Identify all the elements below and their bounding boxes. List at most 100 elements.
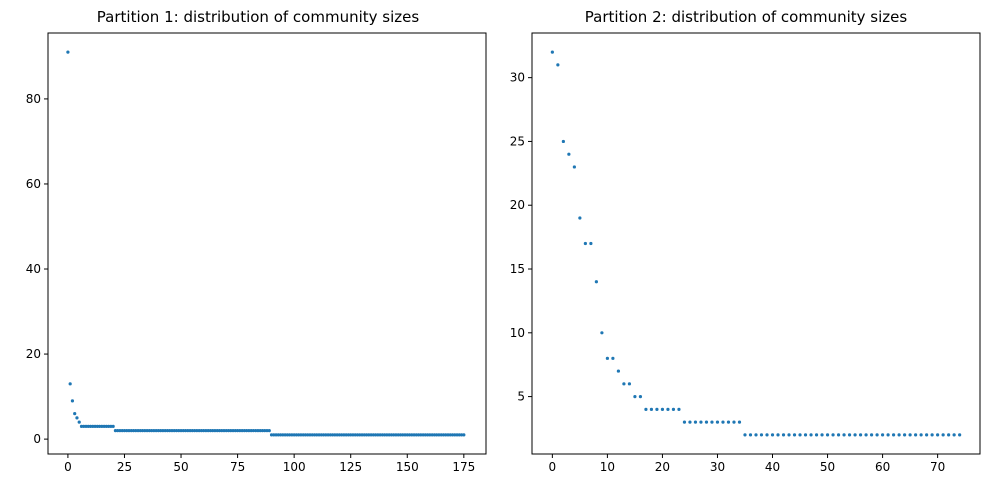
data-point	[936, 433, 940, 437]
data-point	[432, 433, 437, 437]
data-point	[919, 433, 923, 437]
data-point	[177, 429, 181, 433]
data-point	[213, 429, 217, 433]
chart-title: Partition 2: distribution of community s…	[585, 8, 908, 26]
data-point	[349, 433, 353, 437]
data-point	[726, 420, 731, 424]
data-point	[256, 429, 260, 433]
data-point	[655, 407, 659, 411]
data-point	[441, 433, 446, 437]
data-point	[721, 420, 725, 424]
data-point	[70, 399, 75, 403]
data-point	[281, 433, 285, 437]
plot-frame	[47, 32, 487, 455]
data-point	[589, 241, 593, 246]
data-point	[136, 429, 140, 433]
data-point	[290, 433, 294, 437]
y-axis: 5 10 15 20 25 30	[510, 71, 532, 404]
data-point	[346, 433, 351, 437]
data-point	[285, 433, 289, 437]
data-point	[952, 433, 956, 437]
data-point	[412, 433, 416, 437]
chart-partition-2: Partition 2: distribution of community s…	[510, 8, 981, 474]
data-point	[211, 429, 215, 433]
data-point	[737, 420, 742, 424]
data-point	[380, 433, 384, 437]
x-tick-label: 20	[655, 460, 670, 474]
data-point	[107, 424, 111, 428]
data-point	[170, 429, 174, 433]
y-tick-label: 20	[510, 198, 525, 212]
x-tick-label: 0	[549, 460, 557, 474]
data-point	[312, 433, 317, 437]
data-point	[197, 429, 201, 433]
data-point	[109, 424, 113, 428]
data-point	[704, 420, 709, 424]
data-point	[435, 433, 439, 437]
data-point	[249, 429, 253, 433]
data-point	[776, 433, 780, 437]
y-tick-label: 25	[510, 134, 525, 148]
data-point	[321, 433, 326, 437]
data-point	[847, 433, 852, 437]
data-point	[134, 429, 138, 433]
data-point	[765, 433, 769, 437]
x-tick-label: 125	[339, 460, 362, 474]
y-tick-label: 0	[33, 432, 41, 446]
data-point	[627, 382, 632, 386]
data-point	[853, 433, 857, 437]
data-point	[803, 433, 808, 437]
data-point	[150, 429, 154, 433]
data-point	[605, 356, 610, 360]
data-point	[914, 433, 918, 437]
data-point	[677, 407, 681, 411]
data-point	[831, 433, 835, 437]
y-tick-label: 5	[517, 390, 525, 404]
data-point	[274, 433, 278, 437]
data-point	[145, 429, 149, 433]
data-point	[206, 429, 210, 433]
data-point	[84, 424, 88, 428]
data-point	[276, 433, 280, 437]
data-point	[353, 433, 357, 437]
data-point	[693, 420, 698, 424]
data-point	[770, 433, 775, 437]
y-tick-label: 80	[26, 92, 41, 106]
data-point	[254, 429, 258, 433]
data-point	[93, 424, 97, 428]
data-point	[82, 424, 86, 428]
data-point	[100, 424, 104, 428]
data-point	[358, 433, 362, 437]
data-point	[820, 433, 824, 437]
data-point	[337, 433, 341, 437]
data-point	[131, 429, 136, 433]
data-point	[385, 433, 389, 437]
data-point	[787, 433, 791, 437]
data-points	[550, 50, 962, 437]
data-point	[633, 394, 637, 399]
data-point	[95, 424, 99, 428]
data-point	[111, 424, 115, 428]
data-point	[245, 429, 249, 433]
y-axis: 0 20 40 60 80	[26, 92, 48, 446]
data-point	[129, 429, 133, 433]
data-point	[891, 433, 896, 437]
data-point	[578, 216, 582, 220]
data-point	[426, 433, 430, 437]
data-point	[941, 433, 945, 437]
data-point	[462, 433, 466, 437]
data-point	[299, 433, 303, 437]
data-point	[748, 433, 753, 437]
data-point	[378, 433, 382, 437]
plot-frame	[531, 32, 981, 455]
data-point	[208, 429, 213, 433]
data-point	[88, 424, 93, 428]
data-point	[260, 429, 265, 433]
data-point	[181, 429, 185, 433]
data-point	[113, 429, 118, 433]
data-point	[168, 429, 172, 433]
data-point	[344, 433, 348, 437]
data-point	[453, 433, 457, 437]
x-tick-label: 30	[710, 460, 725, 474]
data-point	[215, 429, 219, 433]
